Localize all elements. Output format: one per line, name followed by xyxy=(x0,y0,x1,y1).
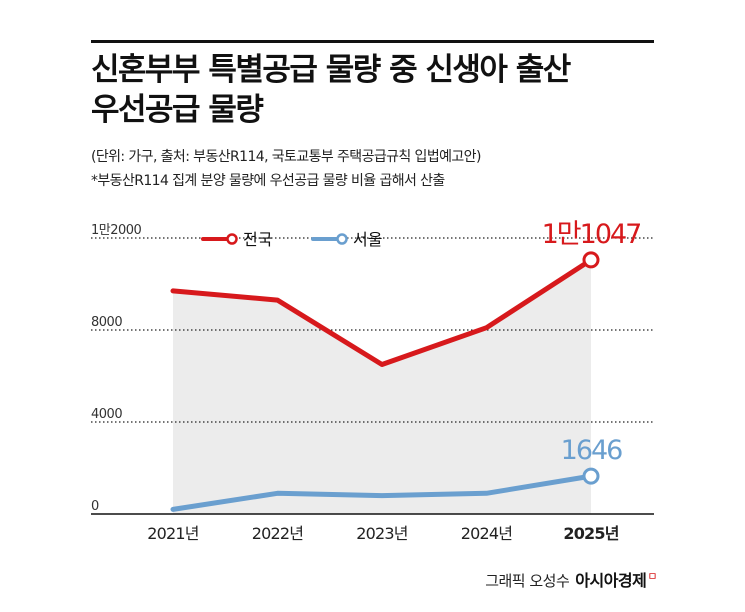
data-label: 1만1047 xyxy=(542,219,641,250)
x-tick-label: 2022년 xyxy=(252,524,304,543)
title-line-2: 우선공급 물량 xyxy=(91,92,264,128)
series-line-2 xyxy=(170,473,594,512)
chart-title: 신혼부부 특별공급 물량 중 신생아 출산 우선공급 물량 xyxy=(91,50,691,130)
method-note: *부동산R114 집계 분양 물량에 우선공급 물량 비율 곱해서 산출 xyxy=(91,173,445,189)
y-tick-label: 0 xyxy=(91,499,99,514)
data-label: 1646 xyxy=(561,435,623,466)
brand-mark-icon: ㅁ xyxy=(647,570,657,583)
area-fill xyxy=(173,259,591,514)
series-end-point-1 xyxy=(582,251,600,269)
series-line-1 xyxy=(170,257,594,367)
credit-text: 그래픽 오성수 xyxy=(485,572,570,590)
credit: 그래픽 오성수 아시아경제ㅁ xyxy=(485,567,657,591)
brand-logo: 아시아경제 xyxy=(575,571,647,590)
y-tick-label: 1만2000 xyxy=(91,223,142,238)
legend-label: 서울 xyxy=(353,230,382,249)
x-tick-label: 2021년 xyxy=(147,524,199,543)
unit-source-note: (단위: 가구, 출처: 부동산R114, 국토교통부 주택공급규칙 입법예고안… xyxy=(91,149,481,165)
legend-marker xyxy=(336,233,348,245)
legend-label: 전국 xyxy=(243,230,272,249)
legend-marker xyxy=(226,233,238,245)
title-line-1: 신혼부부 특별공급 물량 중 신생아 출산 xyxy=(91,52,571,88)
series-end-point-2 xyxy=(582,467,600,485)
x-tick-label: 2025년 xyxy=(563,524,618,543)
x-tick-label: 2024년 xyxy=(461,524,513,543)
y-tick-label: 8000 xyxy=(91,315,122,330)
top-rule xyxy=(91,40,654,43)
x-tick-label: 2023년 xyxy=(356,524,408,543)
y-tick-label: 4000 xyxy=(91,407,122,422)
